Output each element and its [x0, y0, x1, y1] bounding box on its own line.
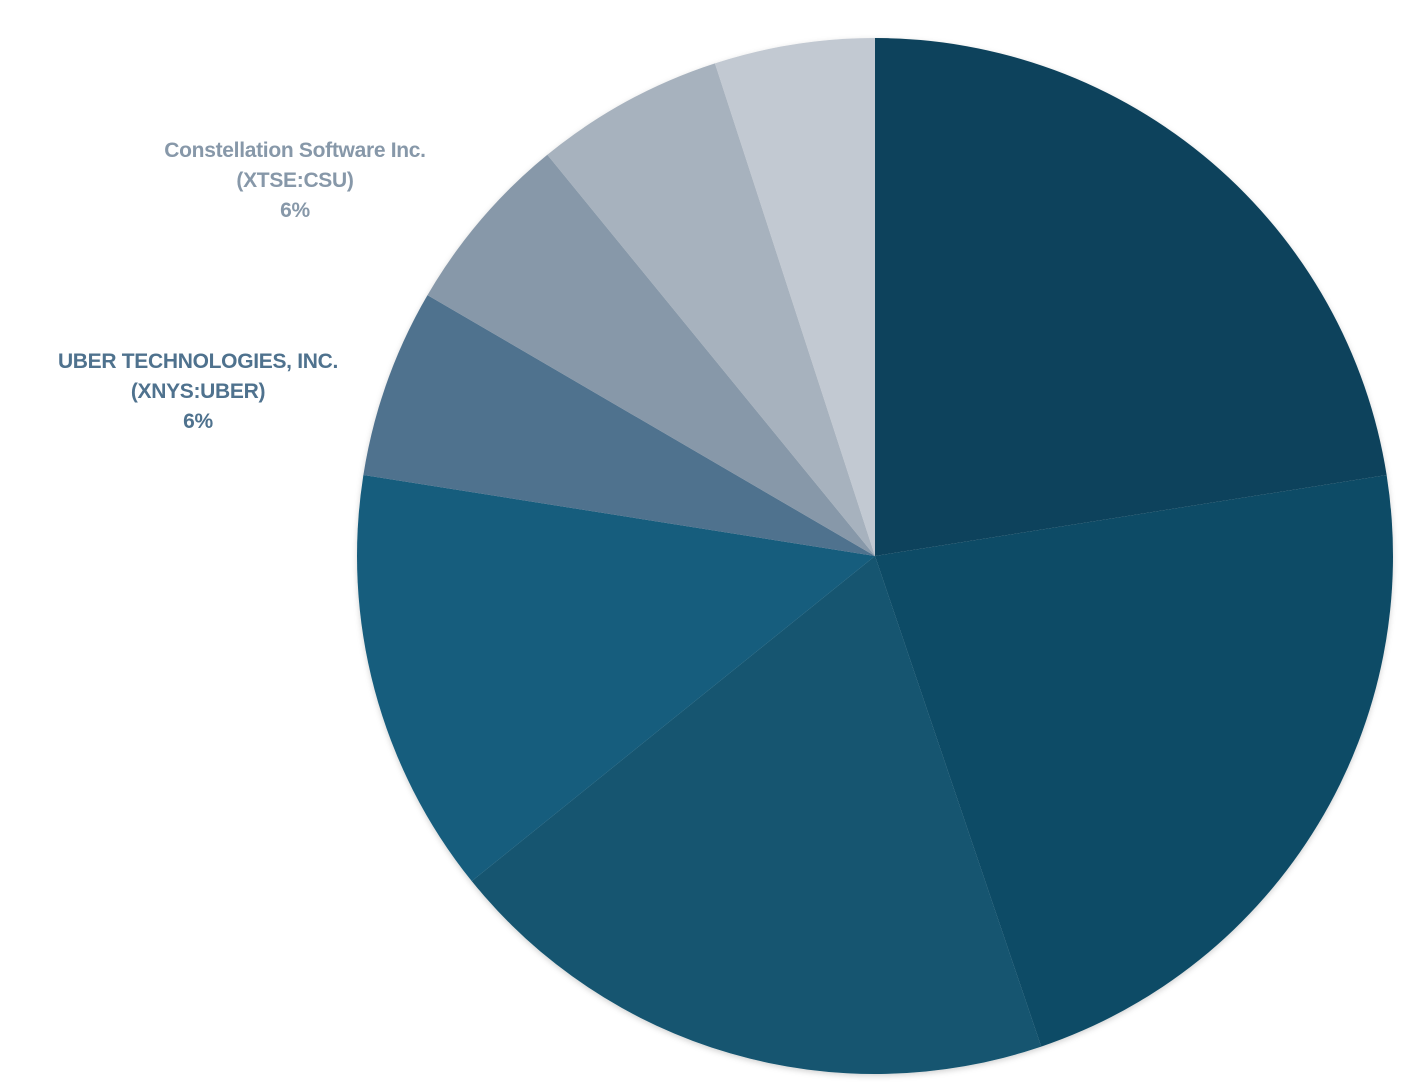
pie-slice-7	[547, 63, 875, 556]
pie-slice-8	[714, 38, 875, 556]
slice-label-line: (XNYS:UBER)	[131, 380, 265, 403]
pie-slices	[357, 38, 1393, 1075]
slice-label-line: (XTSE:CSU)	[236, 169, 353, 192]
slice-label-6: Constellation Software Inc. (XTSE:CSU) 6%	[164, 139, 425, 222]
pie-slice-6	[427, 154, 875, 556]
pie-slice-4	[357, 474, 875, 882]
slice-label-percent: 6%	[183, 410, 213, 433]
pie-slice-5	[363, 295, 875, 556]
pie-slice-1	[875, 38, 1387, 556]
pie-slice-2	[875, 474, 1393, 1047]
slice-label-percent: 6%	[280, 199, 310, 222]
pie-labels: UBER TECHNOLOGIES, INC. (XNYS:UBER) 6%Cons…	[58, 139, 426, 433]
slice-label-5: UBER TECHNOLOGIES, INC. (XNYS:UBER) 6%	[58, 350, 338, 433]
slice-label-line: Constellation Software Inc.	[164, 139, 425, 162]
slice-label-line: UBER TECHNOLOGIES, INC.	[58, 350, 338, 373]
pie-slice-3	[471, 556, 1042, 1075]
